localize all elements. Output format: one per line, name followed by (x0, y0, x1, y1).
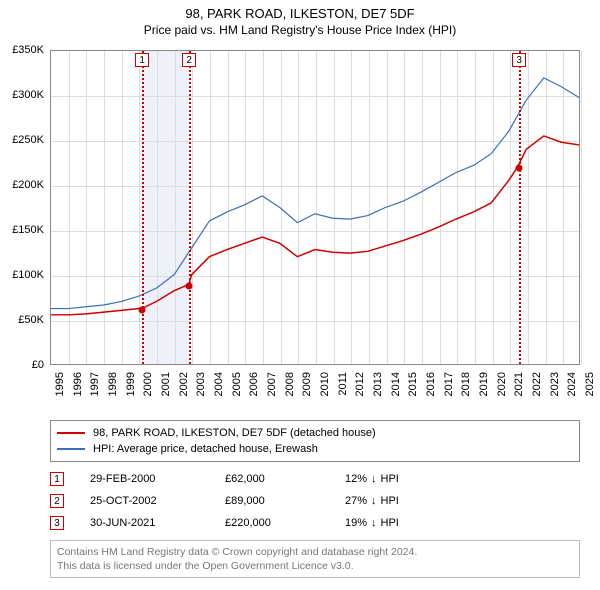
y-axis: £0£50K£100K£150K£200K£250K£300K£350K (0, 50, 48, 365)
x-tick-label: 1999 (125, 372, 137, 396)
marker-dot (139, 307, 146, 314)
x-tick-label: 2023 (549, 372, 561, 396)
series-property (51, 136, 579, 315)
x-tick-label: 2004 (213, 372, 225, 396)
x-tick-label: 2001 (160, 372, 172, 396)
footer-line-1: Contains HM Land Registry data © Crown c… (57, 545, 573, 559)
x-tick-label: 1997 (89, 372, 101, 396)
title-block: 98, PARK ROAD, ILKESTON, DE7 5DF Price p… (0, 0, 600, 37)
x-tick-label: 2005 (231, 372, 243, 396)
y-tick-label: £350K (12, 44, 44, 56)
transaction-price: £62,000 (225, 473, 345, 485)
y-tick-label: £250K (12, 134, 44, 146)
footer-line-2: This data is licensed under the Open Gov… (57, 559, 573, 573)
marker-line (189, 51, 191, 364)
transaction-price: £220,000 (225, 517, 345, 529)
x-axis: 1995 1996 1997 1998 1999 2000 2001 2002 2003 2004… (50, 370, 580, 420)
transaction-date: 30-JUN-2021 (90, 517, 225, 529)
x-tick-label: 2017 (443, 372, 455, 396)
x-tick-label: 2016 (425, 372, 437, 396)
transaction-hpi-delta: 27% ↓ HPI (345, 495, 399, 507)
legend: 98, PARK ROAD, ILKESTON, DE7 5DF (detach… (50, 420, 580, 462)
marker-dot (516, 165, 523, 172)
chart-subtitle: Price paid vs. HM Land Registry's House … (0, 23, 600, 37)
x-tick-label: 2020 (496, 372, 508, 396)
legend-label: 98, PARK ROAD, ILKESTON, DE7 5DF (detach… (93, 427, 376, 439)
chart-title-address: 98, PARK ROAD, ILKESTON, DE7 5DF (0, 6, 600, 21)
x-tick-label: 2013 (372, 372, 384, 396)
transaction-hpi-delta: 19% ↓ HPI (345, 517, 399, 529)
legend-label: HPI: Average price, detached house, Erew… (93, 443, 318, 455)
y-tick-label: £100K (12, 269, 44, 281)
y-tick-label: £300K (12, 89, 44, 101)
x-tick-label: 2025 (584, 372, 596, 396)
x-tick-label: 2003 (195, 372, 207, 396)
chart-lines (51, 51, 579, 364)
x-tick-label: 2009 (301, 372, 313, 396)
marker-line (519, 51, 521, 364)
legend-row: HPI: Average price, detached house, Erew… (57, 441, 573, 457)
legend-row: 98, PARK ROAD, ILKESTON, DE7 5DF (detach… (57, 425, 573, 441)
transaction-hpi-label: HPI (381, 517, 399, 529)
x-tick-label: 2024 (566, 372, 578, 396)
arrow-down-icon: ↓ (371, 473, 377, 485)
transaction-hpi-pct: 12% (345, 473, 367, 485)
x-tick-label: 1998 (107, 372, 119, 396)
transaction-number-box: 2 (50, 494, 64, 508)
transactions-list: 1 29-FEB-2000£62,00012% ↓ HPI 2 25-OCT-2002£8… (50, 468, 580, 534)
x-tick-label: 2015 (407, 372, 419, 396)
transaction-date: 29-FEB-2000 (90, 473, 225, 485)
transaction-hpi-label: HPI (381, 495, 399, 507)
y-tick-label: £50K (18, 314, 44, 326)
x-tick-label: 2022 (531, 372, 543, 396)
x-tick-label: 2002 (178, 372, 190, 396)
x-tick-label: 2021 (513, 372, 525, 396)
x-tick-label: 2014 (390, 372, 402, 396)
x-tick-label: 1996 (72, 372, 84, 396)
transaction-hpi-label: HPI (381, 473, 399, 485)
y-tick-label: £0 (32, 359, 44, 371)
x-tick-label: 2018 (460, 372, 472, 396)
x-tick-label: 2008 (284, 372, 296, 396)
transaction-hpi-pct: 19% (345, 517, 367, 529)
chart-container: 98, PARK ROAD, ILKESTON, DE7 5DF Price p… (0, 0, 600, 590)
legend-swatch (57, 448, 85, 450)
plot-area: 1 2 3 (50, 50, 580, 365)
transaction-hpi-delta: 12% ↓ HPI (345, 473, 399, 485)
marker-number-box: 1 (135, 53, 149, 67)
arrow-down-icon: ↓ (371, 517, 377, 529)
transaction-row: 1 29-FEB-2000£62,00012% ↓ HPI (50, 468, 580, 490)
transaction-row: 2 25-OCT-2002£89,00027% ↓ HPI (50, 490, 580, 512)
marker-dot (186, 282, 193, 289)
x-tick-label: 1995 (54, 372, 66, 396)
transaction-hpi-pct: 27% (345, 495, 367, 507)
footer-attribution: Contains HM Land Registry data © Crown c… (50, 540, 580, 578)
y-tick-label: £150K (12, 224, 44, 236)
transaction-date: 25-OCT-2002 (90, 495, 225, 507)
x-tick-label: 2010 (319, 372, 331, 396)
transaction-row: 3 30-JUN-2021£220,00019% ↓ HPI (50, 512, 580, 534)
marker-number-box: 2 (182, 53, 196, 67)
x-tick-label: 2011 (337, 372, 349, 396)
marker-line (142, 51, 144, 364)
gridline-v (581, 51, 582, 364)
x-tick-label: 2007 (266, 372, 278, 396)
x-tick-label: 2012 (354, 372, 366, 396)
legend-swatch (57, 432, 85, 434)
x-tick-label: 2019 (478, 372, 490, 396)
series-hpi (51, 78, 579, 309)
transaction-price: £89,000 (225, 495, 345, 507)
y-tick-label: £200K (12, 179, 44, 191)
transaction-number-box: 3 (50, 516, 64, 530)
transaction-number-box: 1 (50, 472, 64, 486)
arrow-down-icon: ↓ (371, 495, 377, 507)
marker-number-box: 3 (512, 53, 526, 67)
x-tick-label: 2006 (248, 372, 260, 396)
x-tick-label: 2000 (142, 372, 154, 396)
